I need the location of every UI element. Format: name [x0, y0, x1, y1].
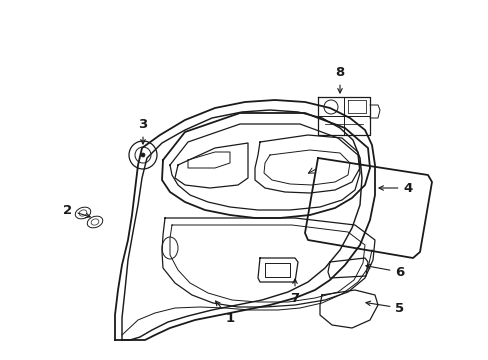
Text: 3: 3 [138, 118, 147, 144]
Text: 5: 5 [365, 301, 404, 315]
Text: 7: 7 [290, 279, 299, 305]
Text: 2: 2 [63, 203, 90, 218]
Text: 4: 4 [378, 181, 412, 194]
Text: 8: 8 [335, 67, 344, 93]
Text: 6: 6 [365, 264, 404, 279]
Circle shape [141, 153, 145, 157]
Text: 1: 1 [215, 301, 234, 324]
